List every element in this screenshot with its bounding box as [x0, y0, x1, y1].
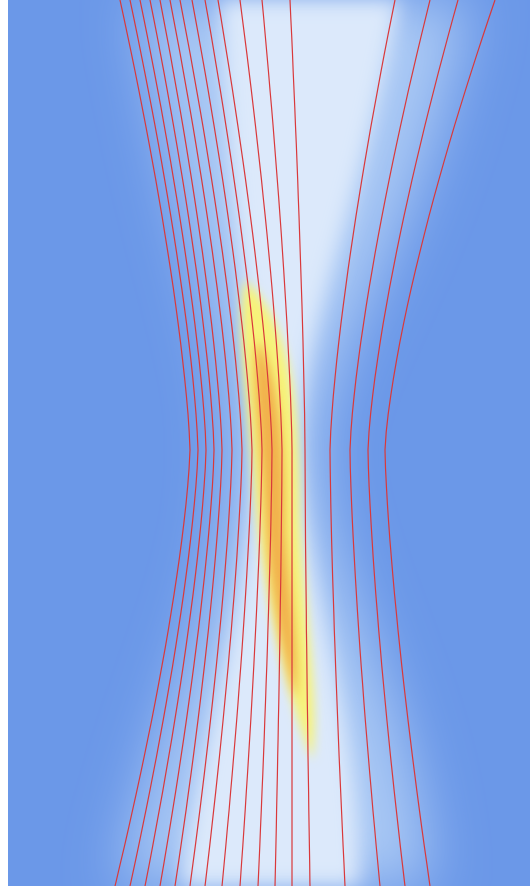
contour-line [179, 0, 243, 886]
contour-line [159, 0, 223, 886]
contour-line [169, 0, 233, 886]
contour-line [204, 0, 263, 886]
contour-line [217, 0, 273, 886]
contour-line [289, 0, 311, 886]
contour-line [367, 0, 459, 886]
contour-line [329, 0, 396, 886]
contour-line [149, 0, 215, 886]
contour-lines [114, 0, 496, 886]
contour-line [239, 0, 283, 886]
contour-line [384, 0, 496, 886]
contour-line [191, 0, 253, 886]
contour-line [139, 0, 207, 886]
contour-line [261, 0, 293, 886]
contour-line [129, 0, 199, 886]
contour-line [114, 0, 191, 886]
contour-line [349, 0, 431, 886]
core-orange [254, 340, 297, 700]
